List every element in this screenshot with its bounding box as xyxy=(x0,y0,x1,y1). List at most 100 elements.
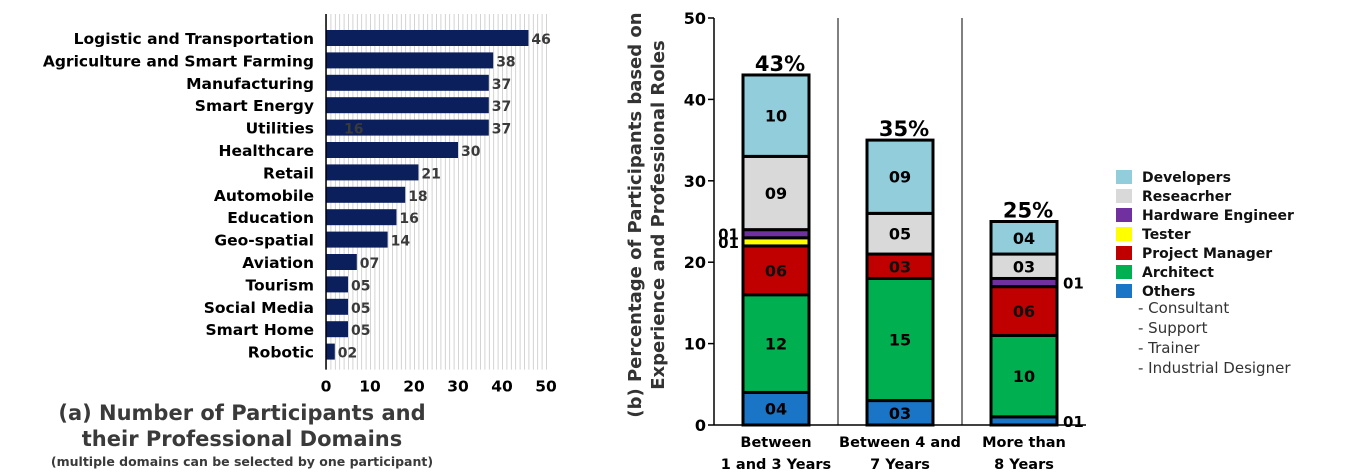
chart-b-y-tick-label: 50 xyxy=(684,9,706,28)
chart-b-legend-swatch xyxy=(1116,170,1132,184)
chart-a-value-label: 37 xyxy=(492,77,511,93)
chart-a-category-label: Tourism xyxy=(245,276,314,294)
chart-a-x-tick-label: 30 xyxy=(447,378,469,396)
chart-b-total-label: 25% xyxy=(1003,199,1053,223)
chart-b-segment xyxy=(741,390,811,427)
chart-a-value-labels: 46 38 37 37 37 30 21 18 16 14 07 05 05 05 02 16 xyxy=(338,32,551,362)
chart-a-bar xyxy=(326,74,489,91)
chart-b-category-label: More than xyxy=(982,435,1066,451)
chart-a-bar xyxy=(326,321,348,338)
chart-b-segment-label: 06 xyxy=(1013,302,1035,321)
chart-a-value-label: 37 xyxy=(492,99,511,115)
chart-b-segment-outer-label: 01 xyxy=(718,226,739,244)
chart-a-x-tick-label: 0 xyxy=(321,378,332,396)
chart-b-legend-subitem: - Trainer xyxy=(1138,339,1200,357)
chart-b-segment-label: 04 xyxy=(765,400,787,419)
chart-a-category-label: Aviation xyxy=(242,254,314,272)
chart-a-bar xyxy=(326,52,494,69)
chart-b-segment-label: 05 xyxy=(889,225,911,244)
chart-a-value-label: 37 xyxy=(492,122,511,138)
chart-b-segment-outer-label: 01 xyxy=(718,234,739,252)
chart-a-value-label: 21 xyxy=(421,166,440,182)
chart-a-value-label: 05 xyxy=(351,278,370,294)
chart-b-legend: Developers Reseacrher Hardware Engineer Tes… xyxy=(1116,170,1294,377)
chart-a-bar xyxy=(326,276,348,293)
chart-b-segment xyxy=(741,73,811,158)
chart-b-segment xyxy=(865,138,935,215)
chart-b-legend-label: Developers xyxy=(1142,170,1231,186)
chart-a-x-ticks: 0 10 20 30 40 50 xyxy=(321,378,557,396)
chart-b-legend-swatch xyxy=(1116,284,1132,298)
chart-a-category-label: Logistic and Transportation xyxy=(74,30,314,48)
chart-a-value-label: 14 xyxy=(391,234,411,250)
chart-b-segment xyxy=(865,276,935,403)
chart-a-category-label: Geo-spatial xyxy=(214,232,314,250)
chart-b-segment xyxy=(989,252,1059,280)
chart-a-category-label: Agriculture and Smart Farming xyxy=(43,52,314,70)
chart-a-x-tick-label: 10 xyxy=(359,378,381,396)
chart-b-y-tick-label: 0 xyxy=(695,416,706,435)
chart-b-segment-label: 12 xyxy=(765,335,787,354)
chart-a-x-tick-label: 40 xyxy=(491,378,513,396)
chart-b-category-label: 7 Years xyxy=(870,457,930,472)
chart-b-segment-label: 06 xyxy=(765,261,787,280)
chart-b-segment xyxy=(865,252,935,280)
chart-b-total-label: 35% xyxy=(879,117,929,141)
chart-b-legend-swatch xyxy=(1116,227,1132,241)
chart-a-bar xyxy=(326,30,529,46)
chart-b-legend-subitem: - Industrial Designer xyxy=(1138,359,1291,377)
chart-b-segment-label: 03 xyxy=(889,257,911,276)
chart-b-stacked-by-experience: 0412060101091043%031503050935%0110060103… xyxy=(625,9,1294,472)
chart-b-segment-label: 04 xyxy=(1013,229,1035,248)
chart-a-value-label: 05 xyxy=(351,323,370,339)
chart-a-bar xyxy=(326,97,489,114)
chart-a-bar xyxy=(326,298,348,315)
chart-a-category-label: Retail xyxy=(263,164,314,182)
chart-b-segment xyxy=(989,220,1059,256)
chart-b-y-ticks: 0 10 20 30 40 50 xyxy=(684,9,714,435)
chart-a-bars xyxy=(326,30,529,360)
chart-b-bars: 0412060101091043%031503050935%0110060103… xyxy=(718,52,1084,431)
chart-b-segment-label: 09 xyxy=(765,184,787,203)
chart-b-segment-outer-label: 01 xyxy=(1063,275,1084,293)
chart-a-value-label: 02 xyxy=(338,346,357,362)
chart-b-legend-swatch xyxy=(1116,265,1132,279)
chart-b-legend-label: Architect xyxy=(1142,265,1214,281)
chart-a-bar xyxy=(326,119,489,136)
chart-a-stray-label: 16 xyxy=(344,122,363,138)
chart-b-segment-outer-label: 01 xyxy=(1063,413,1084,431)
chart-b-legend-label: Reseacrher xyxy=(1142,189,1231,205)
chart-b-legend-subitem: - Support xyxy=(1138,319,1208,337)
chart-a-value-label: 30 xyxy=(461,144,481,160)
chart-b-legend-swatch xyxy=(1116,189,1132,203)
chart-a-bar xyxy=(326,209,397,226)
chart-a-bar xyxy=(326,164,419,181)
chart-b-y-tick-label: 10 xyxy=(684,335,706,354)
chart-a-value-label: 16 xyxy=(399,211,418,227)
chart-b-category-label: 8 Years xyxy=(994,457,1054,472)
chart-b-segment-label: 03 xyxy=(889,404,911,423)
chart-b-y-tick-label: 40 xyxy=(684,90,706,109)
chart-b-category-label: Between 4 and xyxy=(839,435,961,451)
chart-b-segment xyxy=(989,333,1059,419)
chart-b-segment xyxy=(741,154,811,232)
chart-b-legend-subitem: - Consultant xyxy=(1138,299,1229,317)
chart-b-category-label: Between xyxy=(740,435,811,451)
chart-b-segment xyxy=(865,211,935,256)
chart-b-segment-label: 03 xyxy=(1013,257,1035,276)
chart-b-legend-label: Tester xyxy=(1142,227,1191,243)
chart-a-bar xyxy=(326,186,406,203)
chart-b-y-label-line-2: Experience and Professional Roles xyxy=(648,40,669,389)
chart-a-category-label: Smart Home xyxy=(205,321,314,339)
chart-a-x-tick-label: 50 xyxy=(535,378,557,396)
chart-a-value-label: 38 xyxy=(496,54,515,70)
chart-a-value-label: 07 xyxy=(360,256,379,272)
chart-a-category-label: Social Media xyxy=(204,299,314,317)
chart-a-category-label: Manufacturing xyxy=(186,75,314,93)
chart-b-segment xyxy=(741,244,811,297)
chart-a-category-labels: Logistic and Transportation Agriculture a… xyxy=(43,30,314,362)
chart-a-bar xyxy=(326,231,388,248)
chart-a-title-line-2: their Professional Domains xyxy=(82,427,402,451)
chart-b-legend-label: Hardware Engineer xyxy=(1142,208,1294,224)
